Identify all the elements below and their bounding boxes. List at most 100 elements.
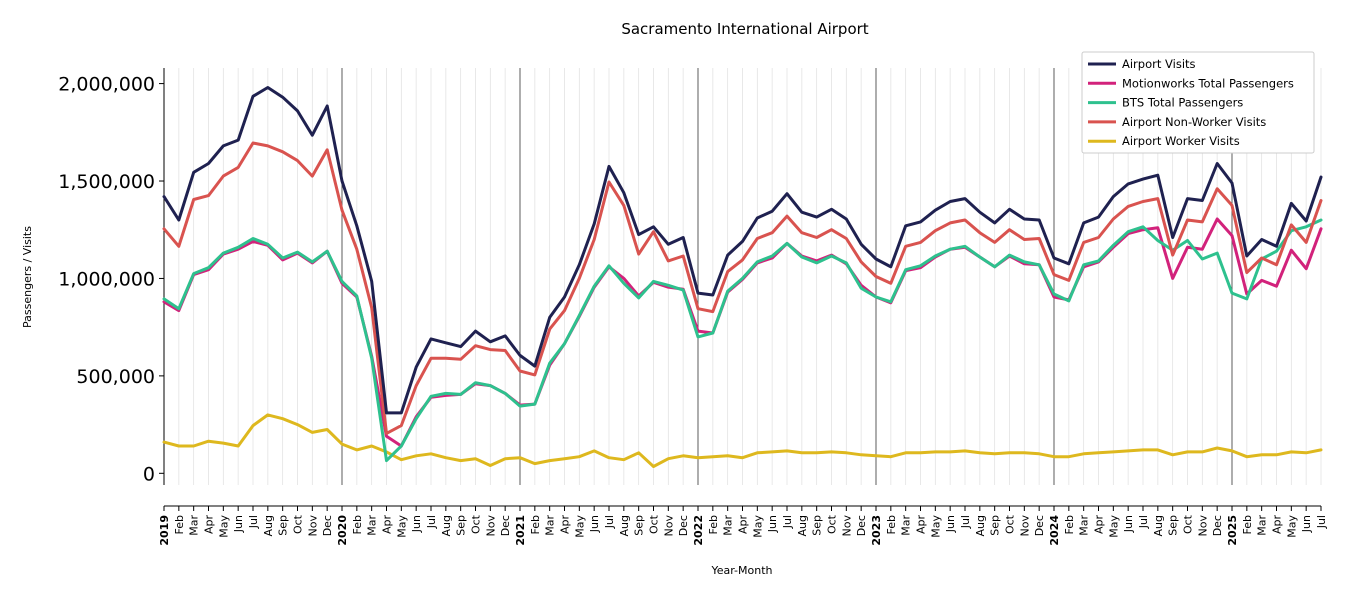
- x-month-label: Feb: [1241, 515, 1254, 534]
- x-month-label: Oct: [826, 514, 839, 534]
- y-axis-label: Passengers / Visits: [21, 226, 34, 328]
- x-month-label: Mar: [900, 515, 913, 536]
- x-month-label: Feb: [351, 515, 364, 534]
- x-month-label: Feb: [1063, 515, 1076, 534]
- x-month-label: Dec: [677, 515, 690, 536]
- series-layer: [162, 86, 1323, 468]
- x-month-label: Jul: [959, 515, 972, 529]
- x-month-label: Aug: [262, 515, 275, 536]
- x-month-label: Feb: [529, 515, 542, 534]
- x-year-label: 2020: [336, 515, 349, 546]
- series-line-bts-total-passengers: [162, 218, 1323, 463]
- x-month-label: May: [751, 515, 764, 538]
- x-month-label: May: [395, 515, 408, 538]
- y-tick-label: 1,000,000: [58, 268, 155, 290]
- x-month-label: May: [1285, 515, 1298, 538]
- y-tick-label: 1,500,000: [58, 171, 155, 193]
- x-month-label: Dec: [1211, 515, 1224, 536]
- x-month-label: Jun: [944, 515, 957, 533]
- x-month-label: Apr: [381, 515, 394, 535]
- x-month-label: Jun: [1122, 515, 1135, 533]
- x-month-label: Apr: [915, 515, 928, 535]
- x-month-label: Sep: [455, 515, 468, 536]
- x-month-label: Jul: [603, 515, 616, 529]
- legend: Airport Visits Motionworks Total Passenge…: [1081, 51, 1315, 154]
- x-month-label: Jul: [1137, 515, 1150, 529]
- y-tick-label: 2,000,000: [58, 74, 155, 96]
- x-month-label: Aug: [440, 515, 453, 536]
- legend-label: Airport Visits: [1122, 57, 1196, 71]
- x-month-label: Oct: [470, 514, 483, 534]
- x-month-label: Sep: [989, 515, 1002, 536]
- x-month-label: Jun: [766, 515, 779, 533]
- x-month-label: Feb: [173, 515, 186, 534]
- x-month-label: Oct: [648, 514, 661, 534]
- x-month-label: Jun: [1300, 515, 1313, 533]
- x-month-label: Aug: [618, 515, 631, 536]
- x-month-label: Oct: [292, 514, 305, 534]
- y-tick-label: 0: [143, 463, 155, 485]
- series-line-airport-worker-visits: [162, 413, 1323, 468]
- x-month-label: Mar: [544, 515, 557, 536]
- x-month-label: Apr: [1271, 515, 1284, 535]
- x-month-label: Nov: [484, 515, 497, 537]
- legend-box: [1081, 51, 1315, 154]
- x-year-label: 2022: [692, 515, 705, 546]
- x-month-label: Dec: [855, 515, 868, 536]
- legend-label: Airport Worker Visits: [1122, 134, 1240, 148]
- y-tick-label: 500,000: [76, 366, 155, 388]
- x-month-label: Jun: [410, 515, 423, 533]
- x-month-label: Feb: [707, 515, 720, 534]
- x-axis-label: Year-Month: [710, 564, 772, 577]
- x-month-label: Jul: [247, 515, 260, 529]
- x-month-label: Dec: [499, 515, 512, 536]
- x-month-label: Oct: [1004, 514, 1017, 534]
- x-year-label: 2023: [870, 515, 883, 546]
- legend-label: BTS Total Passengers: [1122, 96, 1243, 110]
- x-month-label: May: [573, 515, 586, 538]
- x-month-label: Mar: [366, 515, 379, 536]
- x-month-label: Jul: [425, 515, 438, 529]
- x-month-label: Mar: [188, 515, 201, 536]
- x-month-label: Jul: [781, 515, 794, 529]
- x-year-label: 2024: [1048, 515, 1061, 546]
- x-month-label: Aug: [796, 515, 809, 536]
- series-line-airport-non-worker-visits: [162, 141, 1323, 435]
- x-month-label: Sep: [811, 515, 824, 536]
- x-month-label: May: [929, 515, 942, 538]
- x-month-label: Oct: [1182, 514, 1195, 534]
- x-year-label: 2025: [1226, 515, 1239, 546]
- x-month-label: Mar: [1078, 515, 1091, 536]
- x-month-label: Nov: [306, 515, 319, 537]
- x-month-label: Apr: [1093, 515, 1106, 535]
- x-month-label: Sep: [277, 515, 290, 536]
- legend-label: Motionworks Total Passengers: [1122, 76, 1294, 90]
- chart-title: Sacramento International Airport: [621, 20, 868, 38]
- x-month-label: Apr: [559, 515, 572, 535]
- x-month-label: Nov: [840, 515, 853, 537]
- x-month-label: May: [217, 515, 230, 538]
- x-month-label: Jun: [232, 515, 245, 533]
- x-month-label: Nov: [1018, 515, 1031, 537]
- x-month-label: Nov: [662, 515, 675, 537]
- x-year-label: 2021: [514, 515, 527, 546]
- x-month-label: Apr: [737, 515, 750, 535]
- legend-label: Airport Non-Worker Visits: [1122, 115, 1266, 129]
- x-month-label: May: [1107, 515, 1120, 538]
- x-month-label: Sep: [633, 515, 646, 536]
- x-year-label: 2019: [158, 515, 171, 546]
- x-month-label: Aug: [1152, 515, 1165, 536]
- x-month-label: Mar: [1256, 515, 1269, 536]
- x-month-label: Dec: [321, 515, 334, 536]
- x-month-label: Feb: [885, 515, 898, 534]
- x-month-label: Aug: [974, 515, 987, 536]
- x-month-label: Sep: [1167, 515, 1180, 536]
- x-month-label: Jul: [1315, 515, 1328, 529]
- x-month-label: Mar: [722, 515, 735, 536]
- x-month-label: Apr: [203, 515, 216, 535]
- x-month-label: Nov: [1196, 515, 1209, 537]
- x-month-label: Jun: [588, 515, 601, 533]
- x-month-label: Dec: [1033, 515, 1046, 536]
